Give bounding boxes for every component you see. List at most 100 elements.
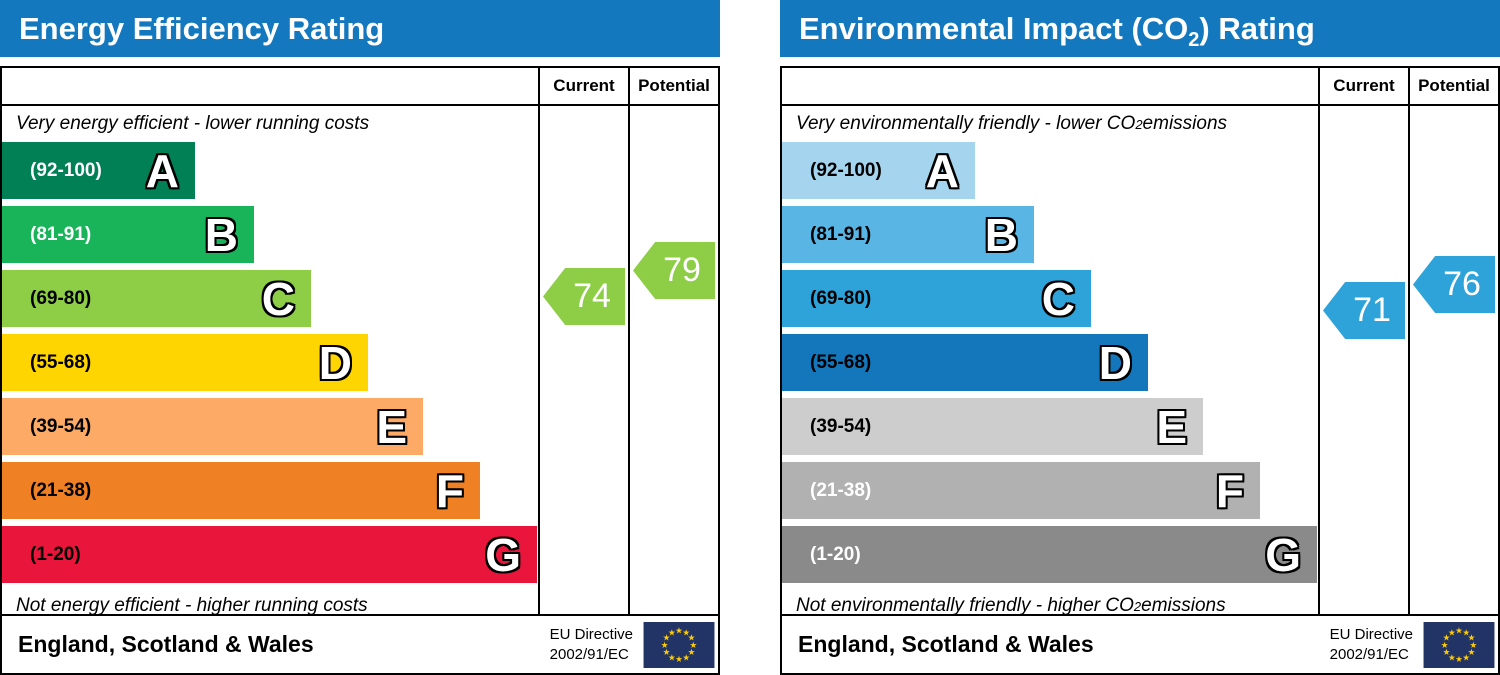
band-range: (69-80)	[30, 287, 92, 309]
svg-text:★: ★	[663, 648, 671, 658]
potential-column: 79	[628, 106, 718, 614]
note-text-end: emissions	[1142, 113, 1228, 134]
band-c: (69-80) C	[782, 270, 1091, 327]
bottom-scale-note: Not energy efficient - higher running co…	[2, 590, 538, 622]
current-column: 71	[1318, 106, 1408, 614]
bands-column: Very environmentally friendly - lower CO…	[782, 106, 1318, 616]
current-rating-arrow: 71	[1323, 282, 1405, 339]
band-d: (55-68) D	[782, 334, 1148, 391]
band-range: (1-20)	[30, 543, 81, 565]
svg-text:★: ★	[1441, 640, 1449, 650]
band-a: (92-100) A	[2, 142, 195, 199]
bottom-scale-note: Not environmentally friendly - higher CO…	[782, 590, 1318, 622]
current-rating-value: 71	[1353, 291, 1391, 329]
band-letter: E	[1156, 400, 1187, 453]
title-text: Energy Efficiency Rating	[19, 11, 385, 46]
potential-rating-arrow: 79	[633, 242, 715, 299]
band-e: (39-54) E	[782, 398, 1203, 455]
potential-rating-value: 76	[1443, 265, 1481, 303]
environmental-impact-panel: Environmental Impact (CO2) Rating Curren…	[780, 0, 1500, 675]
title-text-end: ) Rating	[1199, 11, 1315, 46]
svg-text:★: ★	[1468, 633, 1476, 643]
eu-directive-line1: EU Directive	[549, 626, 633, 643]
potential-column-header: Potential	[1408, 68, 1498, 104]
band-letter: F	[1215, 464, 1244, 517]
table-header-row: Current Potential	[2, 68, 718, 106]
svg-text:★: ★	[661, 640, 669, 650]
svg-text:★: ★	[1443, 648, 1451, 658]
current-column-header: Current	[538, 68, 628, 104]
band-letter: B	[204, 208, 238, 261]
region-label: England, Scotland & Wales	[798, 631, 1094, 657]
header-spacer-cell	[782, 68, 1318, 104]
current-column: 74	[538, 106, 628, 614]
table-body: Very energy efficient - lower running co…	[2, 106, 718, 616]
current-column-header: Current	[1318, 68, 1408, 104]
potential-column-header: Potential	[628, 68, 718, 104]
svg-text:★: ★	[675, 655, 683, 665]
band-b: (81-91) B	[2, 206, 254, 263]
band-letter: G	[485, 528, 521, 581]
svg-text:★: ★	[668, 653, 676, 663]
band-range: (81-91)	[810, 223, 872, 245]
bands-column: Very energy efficient - lower running co…	[2, 106, 538, 616]
band-letter: D	[1098, 336, 1132, 389]
band-range: (39-54)	[30, 415, 92, 437]
band-a: (92-100) A	[782, 142, 975, 199]
band-letter: A	[145, 144, 179, 197]
band-range: (21-38)	[810, 479, 872, 501]
potential-rating-value: 79	[663, 251, 701, 289]
band-d: (55-68) D	[2, 334, 368, 391]
svg-text:★: ★	[1448, 628, 1456, 638]
eu-directive-label: EU Directive 2002/91/EC	[1330, 625, 1413, 664]
eu-directive-line2: 2002/91/EC	[1329, 645, 1409, 663]
eu-flag-icon: ★ ★★ ★★★ ★★★ ★★★	[643, 621, 715, 668]
band-range: (69-80)	[810, 287, 872, 309]
band-letter: D	[318, 336, 352, 389]
svg-text:★: ★	[690, 640, 698, 650]
potential-rating-arrow: 76	[1413, 256, 1495, 313]
svg-text:★: ★	[675, 626, 683, 636]
eu-directive-label: EU Directive 2002/91/EC	[550, 625, 633, 664]
svg-text:★: ★	[663, 633, 671, 643]
note-subscript: 2	[1135, 116, 1143, 132]
band-range: (55-68)	[30, 351, 92, 373]
note-text-end: emissions	[1141, 595, 1226, 616]
title-subscript: 2	[1188, 29, 1200, 52]
band-letter: F	[435, 464, 464, 517]
panel-title: Energy Efficiency Rating	[0, 0, 720, 57]
svg-text:★: ★	[688, 648, 696, 658]
current-rating-arrow: 74	[543, 268, 625, 325]
svg-text:★: ★	[1448, 653, 1456, 663]
band-range: (92-100)	[30, 159, 102, 181]
svg-text:★: ★	[1470, 640, 1478, 650]
svg-text:★: ★	[1468, 648, 1476, 658]
note-text: Very energy efficient - lower running co…	[16, 113, 370, 134]
panel-title: Environmental Impact (CO2) Rating	[780, 0, 1500, 57]
table-body: Very environmentally friendly - lower CO…	[782, 106, 1498, 616]
table-footer: England, Scotland & Wales EU Directive 2…	[2, 614, 718, 673]
band-letter: G	[1265, 528, 1301, 581]
svg-text:★: ★	[668, 628, 676, 638]
eu-directive-line1: EU Directive	[1329, 626, 1413, 643]
svg-text:★: ★	[1462, 653, 1470, 663]
potential-column: 76	[1408, 106, 1498, 614]
band-letter: E	[376, 400, 407, 453]
svg-text:★: ★	[1455, 655, 1463, 665]
title-text: Environmental Impact (CO	[799, 11, 1189, 46]
eu-directive-line2: 2002/91/EC	[549, 645, 629, 663]
note-text: Very environmentally friendly - lower CO	[796, 113, 1136, 134]
table-header-row: Current Potential	[782, 68, 1498, 106]
band-b: (81-91) B	[782, 206, 1034, 263]
note-text: Not environmentally friendly - higher CO	[796, 595, 1134, 616]
region-label: England, Scotland & Wales	[18, 631, 314, 657]
note-subscript: 2	[1133, 598, 1142, 614]
band-range: (1-20)	[810, 543, 861, 565]
band-c: (69-80) C	[2, 270, 311, 327]
svg-text:★: ★	[1443, 633, 1451, 643]
top-scale-note: Very environmentally friendly - lower CO…	[782, 106, 1318, 142]
band-letter: B	[984, 208, 1018, 261]
band-letter: C	[261, 272, 295, 325]
header-spacer-cell	[2, 68, 538, 104]
band-f: (21-38) F	[782, 462, 1260, 519]
